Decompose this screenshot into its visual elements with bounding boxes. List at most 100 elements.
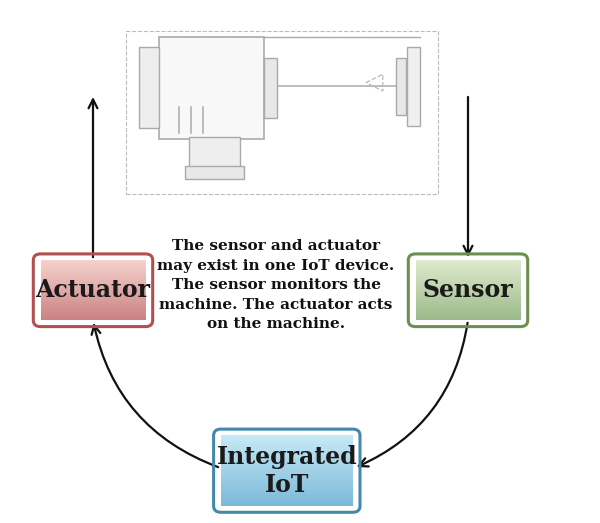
Bar <box>41 317 146 319</box>
Bar <box>264 58 277 118</box>
Bar <box>415 310 521 311</box>
Bar <box>221 486 353 488</box>
Bar <box>221 450 353 451</box>
Bar <box>415 265 521 266</box>
Bar <box>221 474 353 476</box>
Bar <box>415 290 521 292</box>
Bar <box>221 497 353 499</box>
Bar <box>41 292 146 293</box>
Text: Actuator: Actuator <box>35 278 151 302</box>
Bar <box>415 308 521 310</box>
Bar <box>415 277 521 278</box>
Bar <box>41 296 146 298</box>
Bar <box>221 503 353 504</box>
Bar <box>221 499 353 501</box>
Bar <box>415 319 521 320</box>
Bar <box>41 263 146 265</box>
Bar <box>41 268 146 269</box>
Bar <box>41 262 146 263</box>
Bar <box>41 272 146 274</box>
Bar <box>415 268 521 269</box>
Bar <box>415 266 521 268</box>
Bar <box>41 286 146 287</box>
Bar <box>415 278 521 280</box>
Bar <box>415 269 521 271</box>
Bar <box>415 304 521 305</box>
Bar <box>415 283 521 285</box>
Bar <box>415 289 521 290</box>
Bar <box>221 481 353 483</box>
Bar <box>221 467 353 469</box>
Bar <box>221 483 353 485</box>
Bar <box>41 304 146 305</box>
Bar <box>415 274 521 275</box>
Bar <box>415 271 521 272</box>
Bar <box>221 442 353 444</box>
Bar <box>41 265 146 266</box>
Bar <box>221 472 353 474</box>
Bar <box>41 298 146 299</box>
Text: Sensor: Sensor <box>422 278 514 302</box>
Bar <box>221 458 353 460</box>
Bar <box>407 47 420 126</box>
Bar <box>189 137 240 167</box>
Bar <box>221 469 353 471</box>
Bar <box>41 302 146 304</box>
Bar <box>415 295 521 296</box>
Bar <box>415 305 521 307</box>
Bar <box>126 31 438 194</box>
Bar <box>415 316 521 317</box>
Bar <box>221 439 353 441</box>
Bar <box>41 280 146 281</box>
Bar <box>41 319 146 320</box>
Bar <box>221 460 353 462</box>
Bar <box>221 492 353 494</box>
Bar <box>41 266 146 268</box>
Bar <box>221 444 353 446</box>
Bar <box>221 446 353 448</box>
Bar <box>221 495 353 497</box>
Bar <box>41 299 146 301</box>
Bar <box>415 313 521 314</box>
Bar <box>415 314 521 316</box>
Bar <box>41 274 146 275</box>
Bar <box>221 455 353 457</box>
Bar <box>41 275 146 277</box>
Bar <box>41 307 146 308</box>
Bar <box>221 457 353 458</box>
Bar <box>221 504 353 506</box>
Bar <box>41 310 146 311</box>
Bar <box>221 494 353 495</box>
Bar <box>415 280 521 281</box>
Bar <box>41 313 146 314</box>
Bar <box>221 453 353 455</box>
Bar <box>415 275 521 277</box>
Bar <box>41 271 146 272</box>
Bar <box>415 293 521 295</box>
Bar <box>221 471 353 472</box>
Bar <box>415 296 521 298</box>
Bar <box>41 290 146 292</box>
Text: The sensor and actuator
may exist in one IoT device.
The sensor monitors the
mac: The sensor and actuator may exist in one… <box>157 239 395 331</box>
Bar <box>415 292 521 293</box>
Bar <box>41 285 146 286</box>
Bar <box>221 485 353 486</box>
Bar <box>415 281 521 283</box>
Bar <box>415 299 521 301</box>
Bar <box>221 476 353 478</box>
Bar <box>221 488 353 490</box>
Bar <box>221 501 353 503</box>
Bar <box>41 278 146 280</box>
Bar <box>185 166 244 179</box>
Bar <box>415 286 521 287</box>
Bar <box>415 262 521 263</box>
Bar <box>415 302 521 304</box>
Bar <box>415 301 521 302</box>
Bar <box>41 260 146 262</box>
Text: Integrated
IoT: Integrated IoT <box>217 445 357 497</box>
Bar <box>41 293 146 295</box>
Bar <box>41 269 146 271</box>
Bar <box>221 437 353 439</box>
Bar <box>41 305 146 307</box>
Bar <box>415 272 521 274</box>
